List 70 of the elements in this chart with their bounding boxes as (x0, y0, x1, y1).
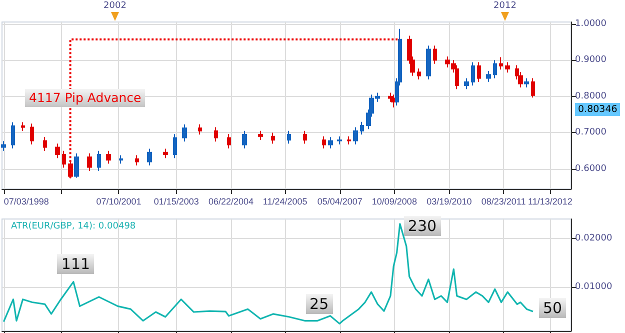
candlestick (258, 130, 263, 140)
candlestick (74, 152, 79, 178)
candlestick (135, 154, 139, 166)
candlestick (417, 68, 421, 80)
x-tick-label: 06/22/2004 (208, 196, 254, 206)
text: 2002 (102, 1, 128, 11)
candlestick (30, 123, 34, 145)
x-tick-label: 08/23/2011 (481, 196, 526, 206)
text: 0.80346 (575, 103, 620, 116)
candlestick (524, 78, 529, 88)
annotation: 111 (57, 254, 94, 274)
candlestick (433, 45, 437, 64)
candlestick (271, 132, 275, 144)
candlestick (328, 136, 333, 149)
candlestick (426, 45, 431, 80)
y-tick-label: 0.9000 (575, 55, 607, 66)
candlestick (227, 134, 231, 149)
annotation: 230 (404, 216, 441, 236)
x-tick-label: 11/24/2005 (262, 196, 308, 206)
candlestick (182, 124, 187, 142)
candlestick (337, 136, 342, 145)
y-tick-label: 0.8000 (575, 91, 607, 102)
annotation: 50 (538, 298, 566, 318)
candlestick (303, 130, 307, 144)
x-tick-label: 10/09/2008 (372, 196, 417, 206)
y-tick-label: 0.7000 (575, 128, 607, 138)
candlestick (464, 78, 469, 90)
candlestick (531, 78, 535, 98)
candlestick (87, 152, 92, 172)
annotation: 25 (306, 294, 333, 314)
candlestick (173, 134, 177, 159)
candlestick (347, 136, 351, 145)
y-tick-label: 0.6000 (575, 164, 607, 174)
candlestick (163, 148, 168, 159)
candlestick (43, 136, 47, 152)
candlestick (477, 62, 481, 82)
candlestick (119, 154, 123, 164)
candlestick (499, 56, 503, 70)
candlestick (505, 62, 510, 73)
candlestick (106, 150, 111, 164)
candlestick (391, 94, 396, 108)
x-tick-label: 05/04/2007 (317, 196, 362, 206)
candlestick (55, 143, 60, 159)
candlestick (322, 136, 326, 149)
x-tick-label: 03/19/2010 (426, 196, 472, 206)
x-tick-label: 07/03/1998 (4, 196, 49, 206)
candlestick (493, 60, 497, 79)
chart-title: ATR(EUR/GBP, 14): 0.00498 (11, 222, 136, 232)
candlestick (486, 70, 491, 82)
candlestick (353, 126, 358, 145)
text: 2012 (492, 1, 518, 11)
x-tick-label: 11/13/2012 (528, 196, 572, 206)
candlestick (287, 130, 291, 144)
candlestick (360, 121, 364, 136)
candlestick (11, 122, 15, 149)
candlestick (214, 126, 218, 142)
candlestick (62, 150, 66, 168)
candlestick (97, 150, 101, 172)
x-tick-label: 07/10/2001 (96, 196, 142, 206)
candlestick (471, 62, 475, 86)
candlestick (242, 130, 247, 149)
candlestick (147, 148, 152, 166)
annotation: 4117 Pip Advance (25, 89, 146, 107)
candlestick (198, 124, 202, 136)
y-tick-label: 0.01000 (575, 282, 612, 292)
x-tick-label: 01/15/2003 (154, 196, 199, 206)
y-tick-label: 0.02000 (575, 233, 612, 244)
y-tick-label: 1.0000 (575, 18, 607, 29)
candlestick (1, 140, 6, 152)
candlestick (21, 122, 25, 132)
